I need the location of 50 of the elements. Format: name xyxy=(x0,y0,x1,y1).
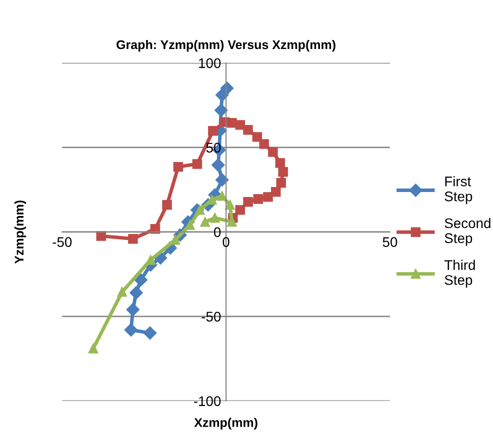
point xyxy=(227,216,237,227)
point xyxy=(200,217,210,227)
point xyxy=(243,196,253,207)
legend-label: First Step xyxy=(444,176,472,204)
point xyxy=(259,139,269,149)
point xyxy=(130,286,143,300)
point xyxy=(225,200,235,210)
point xyxy=(173,162,184,172)
point xyxy=(216,173,229,186)
point xyxy=(227,118,237,128)
point xyxy=(263,192,273,202)
point xyxy=(216,88,229,102)
point xyxy=(128,234,138,244)
y-axis-title: Yzmp(mm) xyxy=(14,200,26,264)
point xyxy=(217,191,227,201)
point xyxy=(192,159,202,169)
point xyxy=(124,323,138,337)
point xyxy=(243,124,253,135)
point xyxy=(146,255,156,265)
x-axis-title: Xzmp(mm) xyxy=(194,418,258,430)
legend-label: Second Step xyxy=(444,218,490,246)
point xyxy=(235,120,245,130)
x-tick-label: -50 xyxy=(52,237,72,247)
point xyxy=(268,147,278,157)
y-tick-label: -50 xyxy=(202,312,221,322)
point xyxy=(208,126,218,136)
point xyxy=(275,158,285,168)
point xyxy=(126,303,140,316)
point xyxy=(276,178,286,188)
point xyxy=(235,205,245,215)
legend-label: Third Step xyxy=(444,260,475,288)
point xyxy=(210,213,220,223)
point xyxy=(185,220,195,230)
y-tick-label: 0 xyxy=(214,227,221,238)
point xyxy=(278,167,288,177)
point xyxy=(88,344,98,354)
y-tick-label: 100 xyxy=(199,58,221,68)
point xyxy=(252,132,262,142)
x-tick-label: 0 xyxy=(222,237,230,247)
chart-title: Graph: Yzmp(mm) Versus Xzmp(mm) xyxy=(116,40,336,52)
point xyxy=(117,287,127,297)
point xyxy=(162,200,172,210)
point xyxy=(214,104,228,117)
point xyxy=(143,326,157,340)
point xyxy=(134,273,148,286)
point xyxy=(96,231,106,241)
y-tick-label: -100 xyxy=(194,396,221,406)
point xyxy=(212,158,225,172)
x-tick-label: 50 xyxy=(382,237,398,247)
point xyxy=(253,194,264,204)
